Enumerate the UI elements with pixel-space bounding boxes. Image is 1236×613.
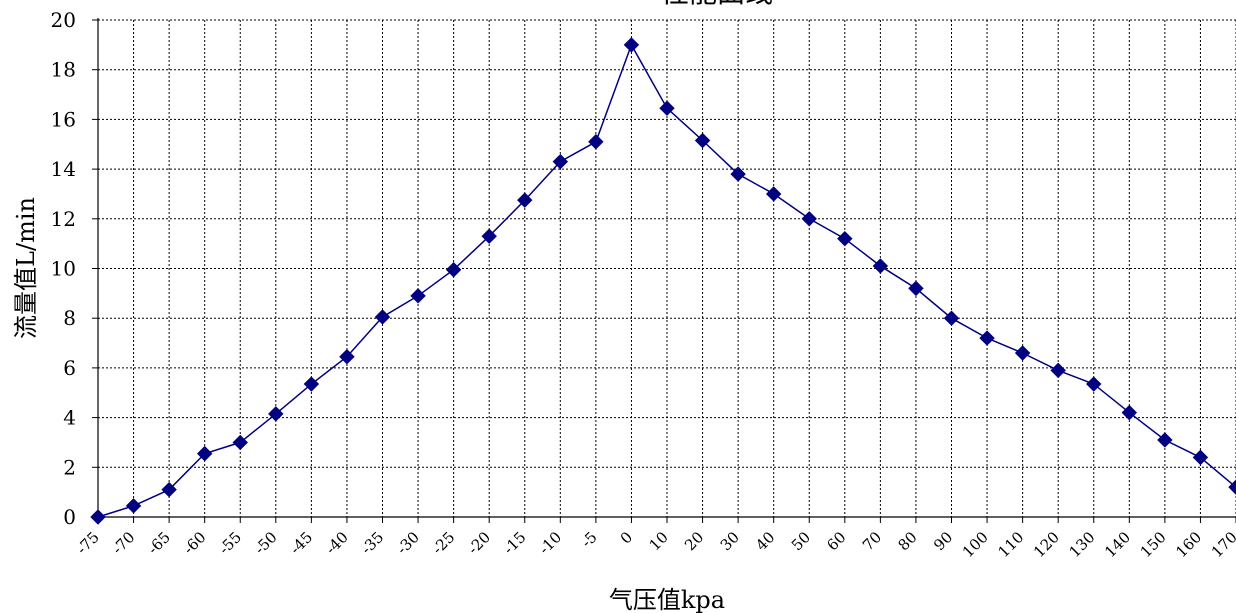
x-tick-label: 60 bbox=[823, 528, 849, 554]
data-point-marker bbox=[517, 192, 533, 208]
x-tick-label: 20 bbox=[681, 528, 707, 554]
data-point-marker bbox=[1050, 362, 1066, 379]
data-point-marker bbox=[268, 406, 284, 422]
data-point-marker bbox=[445, 262, 462, 278]
x-tick-label: -75 bbox=[73, 528, 103, 558]
y-tick-label: 18 bbox=[51, 58, 76, 82]
data-point-marker bbox=[659, 100, 675, 116]
x-tick-label: 170 bbox=[1208, 528, 1236, 561]
y-tick-label: 10 bbox=[51, 257, 76, 281]
axes bbox=[92, 18, 1236, 523]
x-tick-label: 0 bbox=[617, 528, 636, 547]
data-point-marker bbox=[481, 228, 497, 244]
chart-title: 性能曲线 bbox=[661, 0, 773, 9]
y-tick-label: 4 bbox=[63, 406, 76, 430]
data-point-marker bbox=[552, 153, 569, 170]
x-tick-label: -65 bbox=[144, 528, 174, 558]
data-points bbox=[90, 37, 1236, 525]
data-point-marker bbox=[872, 258, 889, 274]
data-point-marker bbox=[339, 349, 355, 365]
data-point-marker bbox=[303, 376, 320, 392]
data-point-marker bbox=[232, 434, 248, 451]
y-tick-label: 14 bbox=[51, 157, 76, 181]
data-point-marker bbox=[1157, 432, 1173, 448]
data-point-marker bbox=[410, 288, 426, 304]
y-tick-label: 20 bbox=[51, 8, 76, 32]
x-tick-label: 90 bbox=[930, 528, 956, 554]
data-point-marker bbox=[588, 134, 604, 150]
x-tick-label: 150 bbox=[1137, 528, 1170, 561]
x-tick-label: 30 bbox=[717, 528, 743, 554]
data-point-marker bbox=[694, 132, 711, 149]
data-point-marker bbox=[801, 211, 817, 227]
x-axis-title: 气压值kpa bbox=[609, 586, 725, 613]
data-point-marker bbox=[1086, 376, 1102, 392]
data-point-marker bbox=[1014, 345, 1031, 361]
y-tick-label: 2 bbox=[63, 455, 76, 479]
data-point-marker bbox=[623, 37, 640, 53]
data-point-marker bbox=[125, 498, 142, 514]
x-tick-label: 100 bbox=[959, 528, 992, 561]
y-tick-label: 0 bbox=[63, 505, 76, 529]
data-point-marker bbox=[979, 330, 995, 346]
x-tick-label: -5 bbox=[578, 528, 601, 551]
x-tick-label: -40 bbox=[322, 528, 352, 558]
y-tick-labels: 0 2 4 6 8 10 12 14 16 18 20 bbox=[51, 8, 76, 529]
x-tick-label: -30 bbox=[393, 528, 423, 558]
grid bbox=[98, 19, 1236, 517]
data-point-marker bbox=[161, 481, 177, 498]
x-tick-label: 120 bbox=[1030, 528, 1063, 561]
y-tick-label: 12 bbox=[51, 207, 76, 231]
y-tick-label: 16 bbox=[51, 107, 76, 131]
x-tick-label: -60 bbox=[180, 528, 210, 558]
x-tick-label: -45 bbox=[286, 528, 316, 558]
data-point-marker bbox=[1192, 449, 1209, 466]
x-tick-label: -55 bbox=[215, 528, 245, 558]
x-tick-label: 40 bbox=[752, 528, 778, 554]
y-tick-label: 6 bbox=[63, 356, 76, 380]
x-tick-label: 70 bbox=[859, 528, 885, 554]
data-point-marker bbox=[943, 310, 960, 326]
x-tick-label: -15 bbox=[500, 528, 530, 558]
data-point-marker bbox=[908, 280, 924, 297]
data-point-marker bbox=[837, 230, 853, 247]
x-tick-label: 110 bbox=[994, 528, 1027, 561]
x-tick-label: 50 bbox=[788, 528, 814, 554]
x-tick-label: 80 bbox=[895, 528, 921, 554]
data-point-marker bbox=[730, 166, 746, 182]
x-tick-label: -50 bbox=[251, 528, 281, 558]
data-point-marker bbox=[90, 509, 106, 525]
x-tick-label: 130 bbox=[1066, 528, 1099, 561]
x-tick-label: -10 bbox=[535, 528, 565, 558]
x-tick-label: -20 bbox=[464, 528, 494, 558]
x-tick-label: 140 bbox=[1101, 528, 1134, 561]
data-point-marker bbox=[1228, 479, 1236, 495]
data-point-marker bbox=[765, 186, 782, 202]
x-tick-label: 10 bbox=[646, 528, 672, 554]
y-tick-label: 8 bbox=[63, 306, 76, 330]
data-point-marker bbox=[374, 309, 391, 325]
y-axis-title: 流量值L/min bbox=[12, 197, 40, 339]
data-point-marker bbox=[1121, 404, 1138, 421]
data-point-marker bbox=[196, 445, 213, 462]
x-tick-label: 160 bbox=[1172, 528, 1205, 561]
x-tick-label: -35 bbox=[358, 528, 388, 558]
x-tick-label: -70 bbox=[109, 528, 139, 558]
x-tick-label: -25 bbox=[429, 528, 459, 558]
x-tick-labels: -75 -70 -65 -60 -55 -50 -45 -40 -35 -30 -25 -20 -15-… bbox=[73, 528, 1236, 561]
